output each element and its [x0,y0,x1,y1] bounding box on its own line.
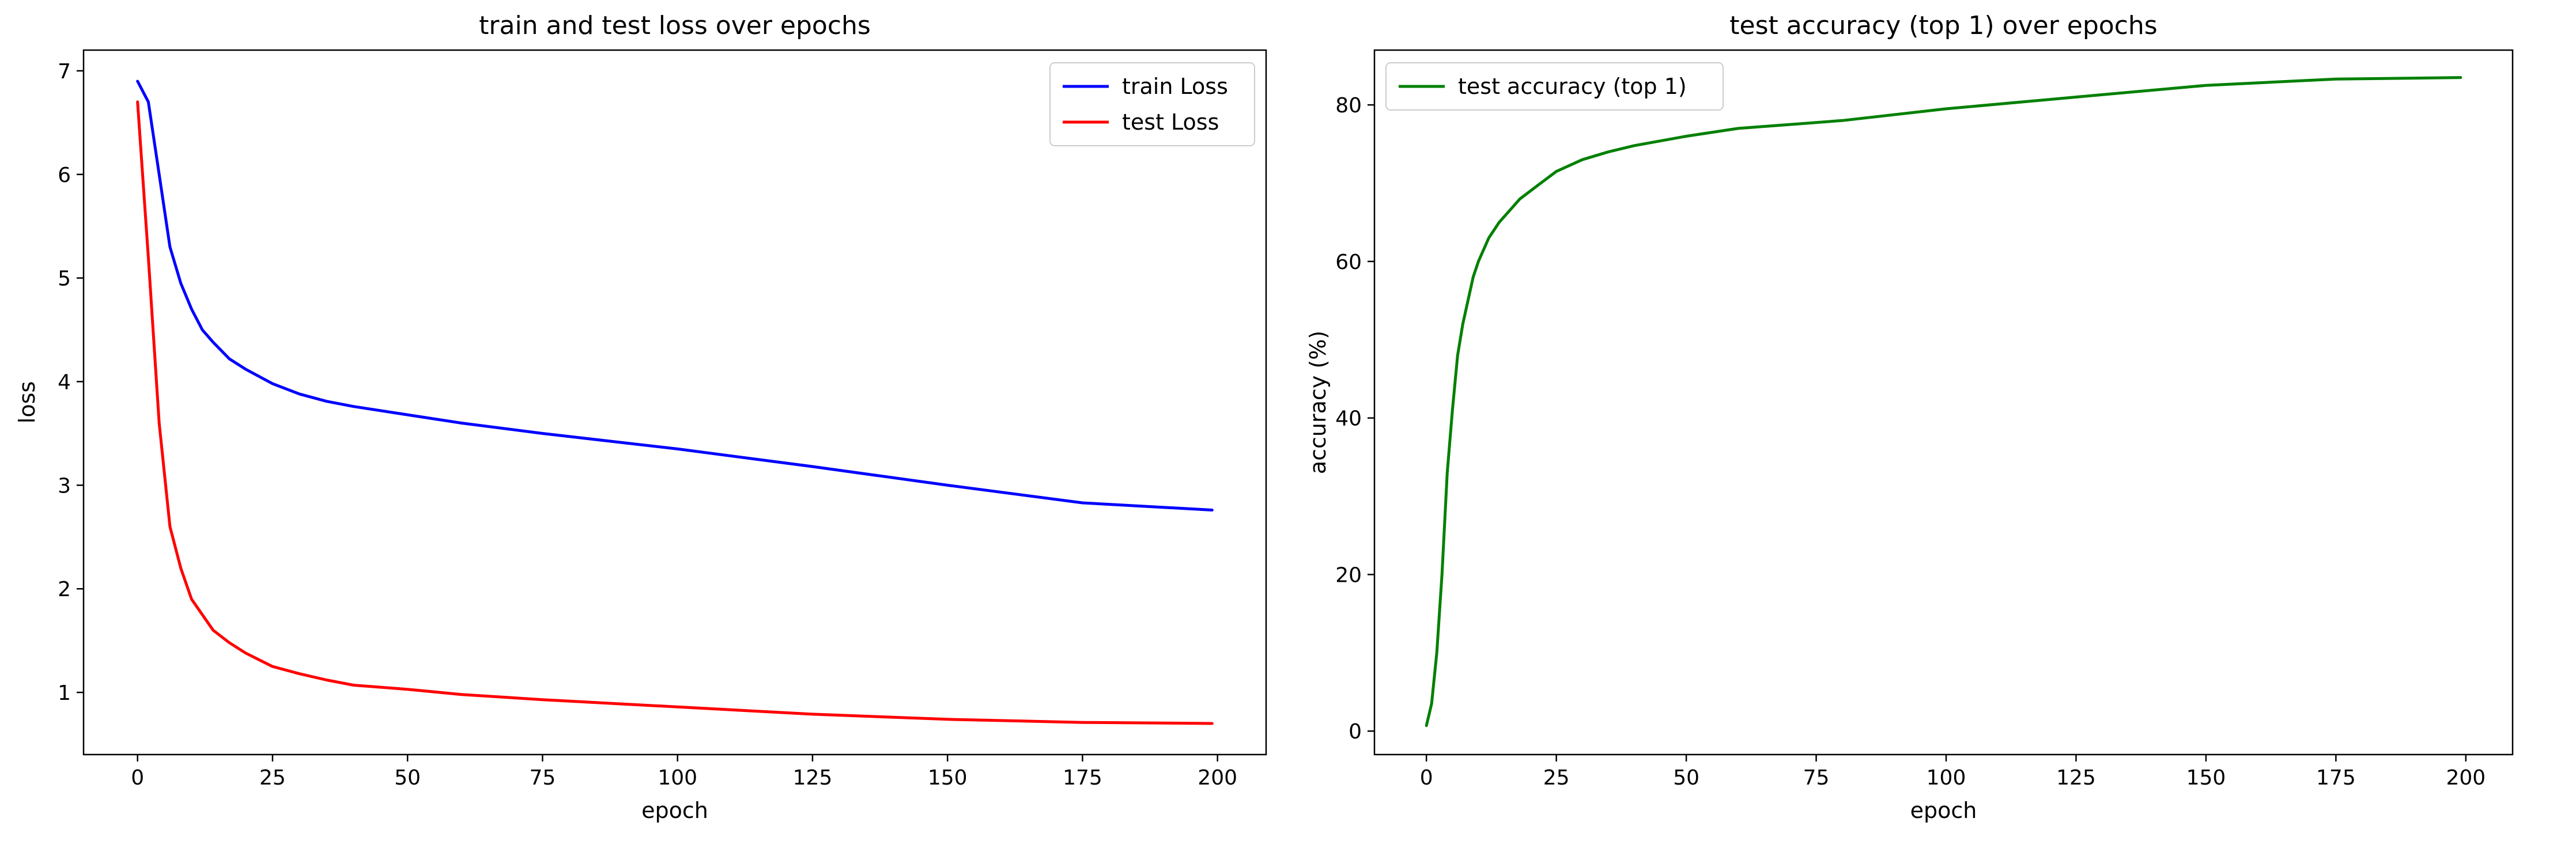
x-tick-label: 150 [928,766,968,790]
y-tick-label: 0 [1349,720,1362,744]
y-axis-label: loss [14,381,40,423]
y-tick-label: 80 [1335,94,1362,118]
x-tick-label: 0 [131,766,144,790]
x-tick-label: 200 [1198,766,1237,790]
y-tick-label: 60 [1335,251,1362,274]
chart-title: test accuracy (top 1) over epochs [1729,11,2157,40]
x-tick-label: 25 [1543,766,1570,790]
x-tick-label: 0 [1420,766,1433,790]
x-axis-label: epoch [1910,798,1977,823]
x-tick-label: 100 [658,766,697,790]
legend-entry-label: train Loss [1122,74,1228,99]
series-line-0 [136,79,1214,511]
x-tick-label: 50 [394,766,421,790]
y-tick-label: 2 [58,578,71,601]
y-tick-label: 20 [1335,563,1362,587]
x-tick-label: 75 [1803,766,1830,790]
chart-title: train and test loss over epochs [479,11,871,40]
x-tick-label: 100 [1927,766,1966,790]
y-tick-label: 5 [58,267,71,291]
y-tick-label: 40 [1335,407,1362,431]
accuracy-chart: test accuracy (top 1) over epochs 0 25 50 75… [1305,11,2514,823]
legend: test accuracy (top 1) [1385,62,1724,111]
x-tick-label: 200 [2446,766,2486,790]
x-tick-label: 125 [793,766,833,790]
legend-entry-label: test accuracy (top 1) [1458,74,1687,99]
plot-frame [1373,49,2514,756]
x-tick-label: 150 [2186,766,2226,790]
series-line-0 [1425,76,2462,727]
x-tick-label: 175 [1063,766,1102,790]
series-line-1 [136,100,1214,725]
x-tick-label: 75 [530,766,556,790]
legend-box [1385,62,1724,111]
plot-frame [82,49,1267,756]
y-tick-label: 4 [58,371,71,395]
y-tick-label: 7 [58,60,71,84]
x-axis-label: epoch [641,798,708,823]
x-tick-label: 175 [2316,766,2356,790]
legend: train Loss test Loss [1049,62,1255,146]
legend-box [1049,62,1255,146]
x-tick-label: 125 [2056,766,2096,790]
y-tick-label: 1 [58,681,71,705]
x-tick-label: 50 [1673,766,1699,790]
y-tick-label: 6 [58,164,71,187]
y-tick-label: 3 [58,474,71,498]
x-tick-label: 25 [259,766,286,790]
legend-entry-label: test Loss [1122,109,1219,135]
y-axis-label: accuracy (%) [1305,331,1331,474]
